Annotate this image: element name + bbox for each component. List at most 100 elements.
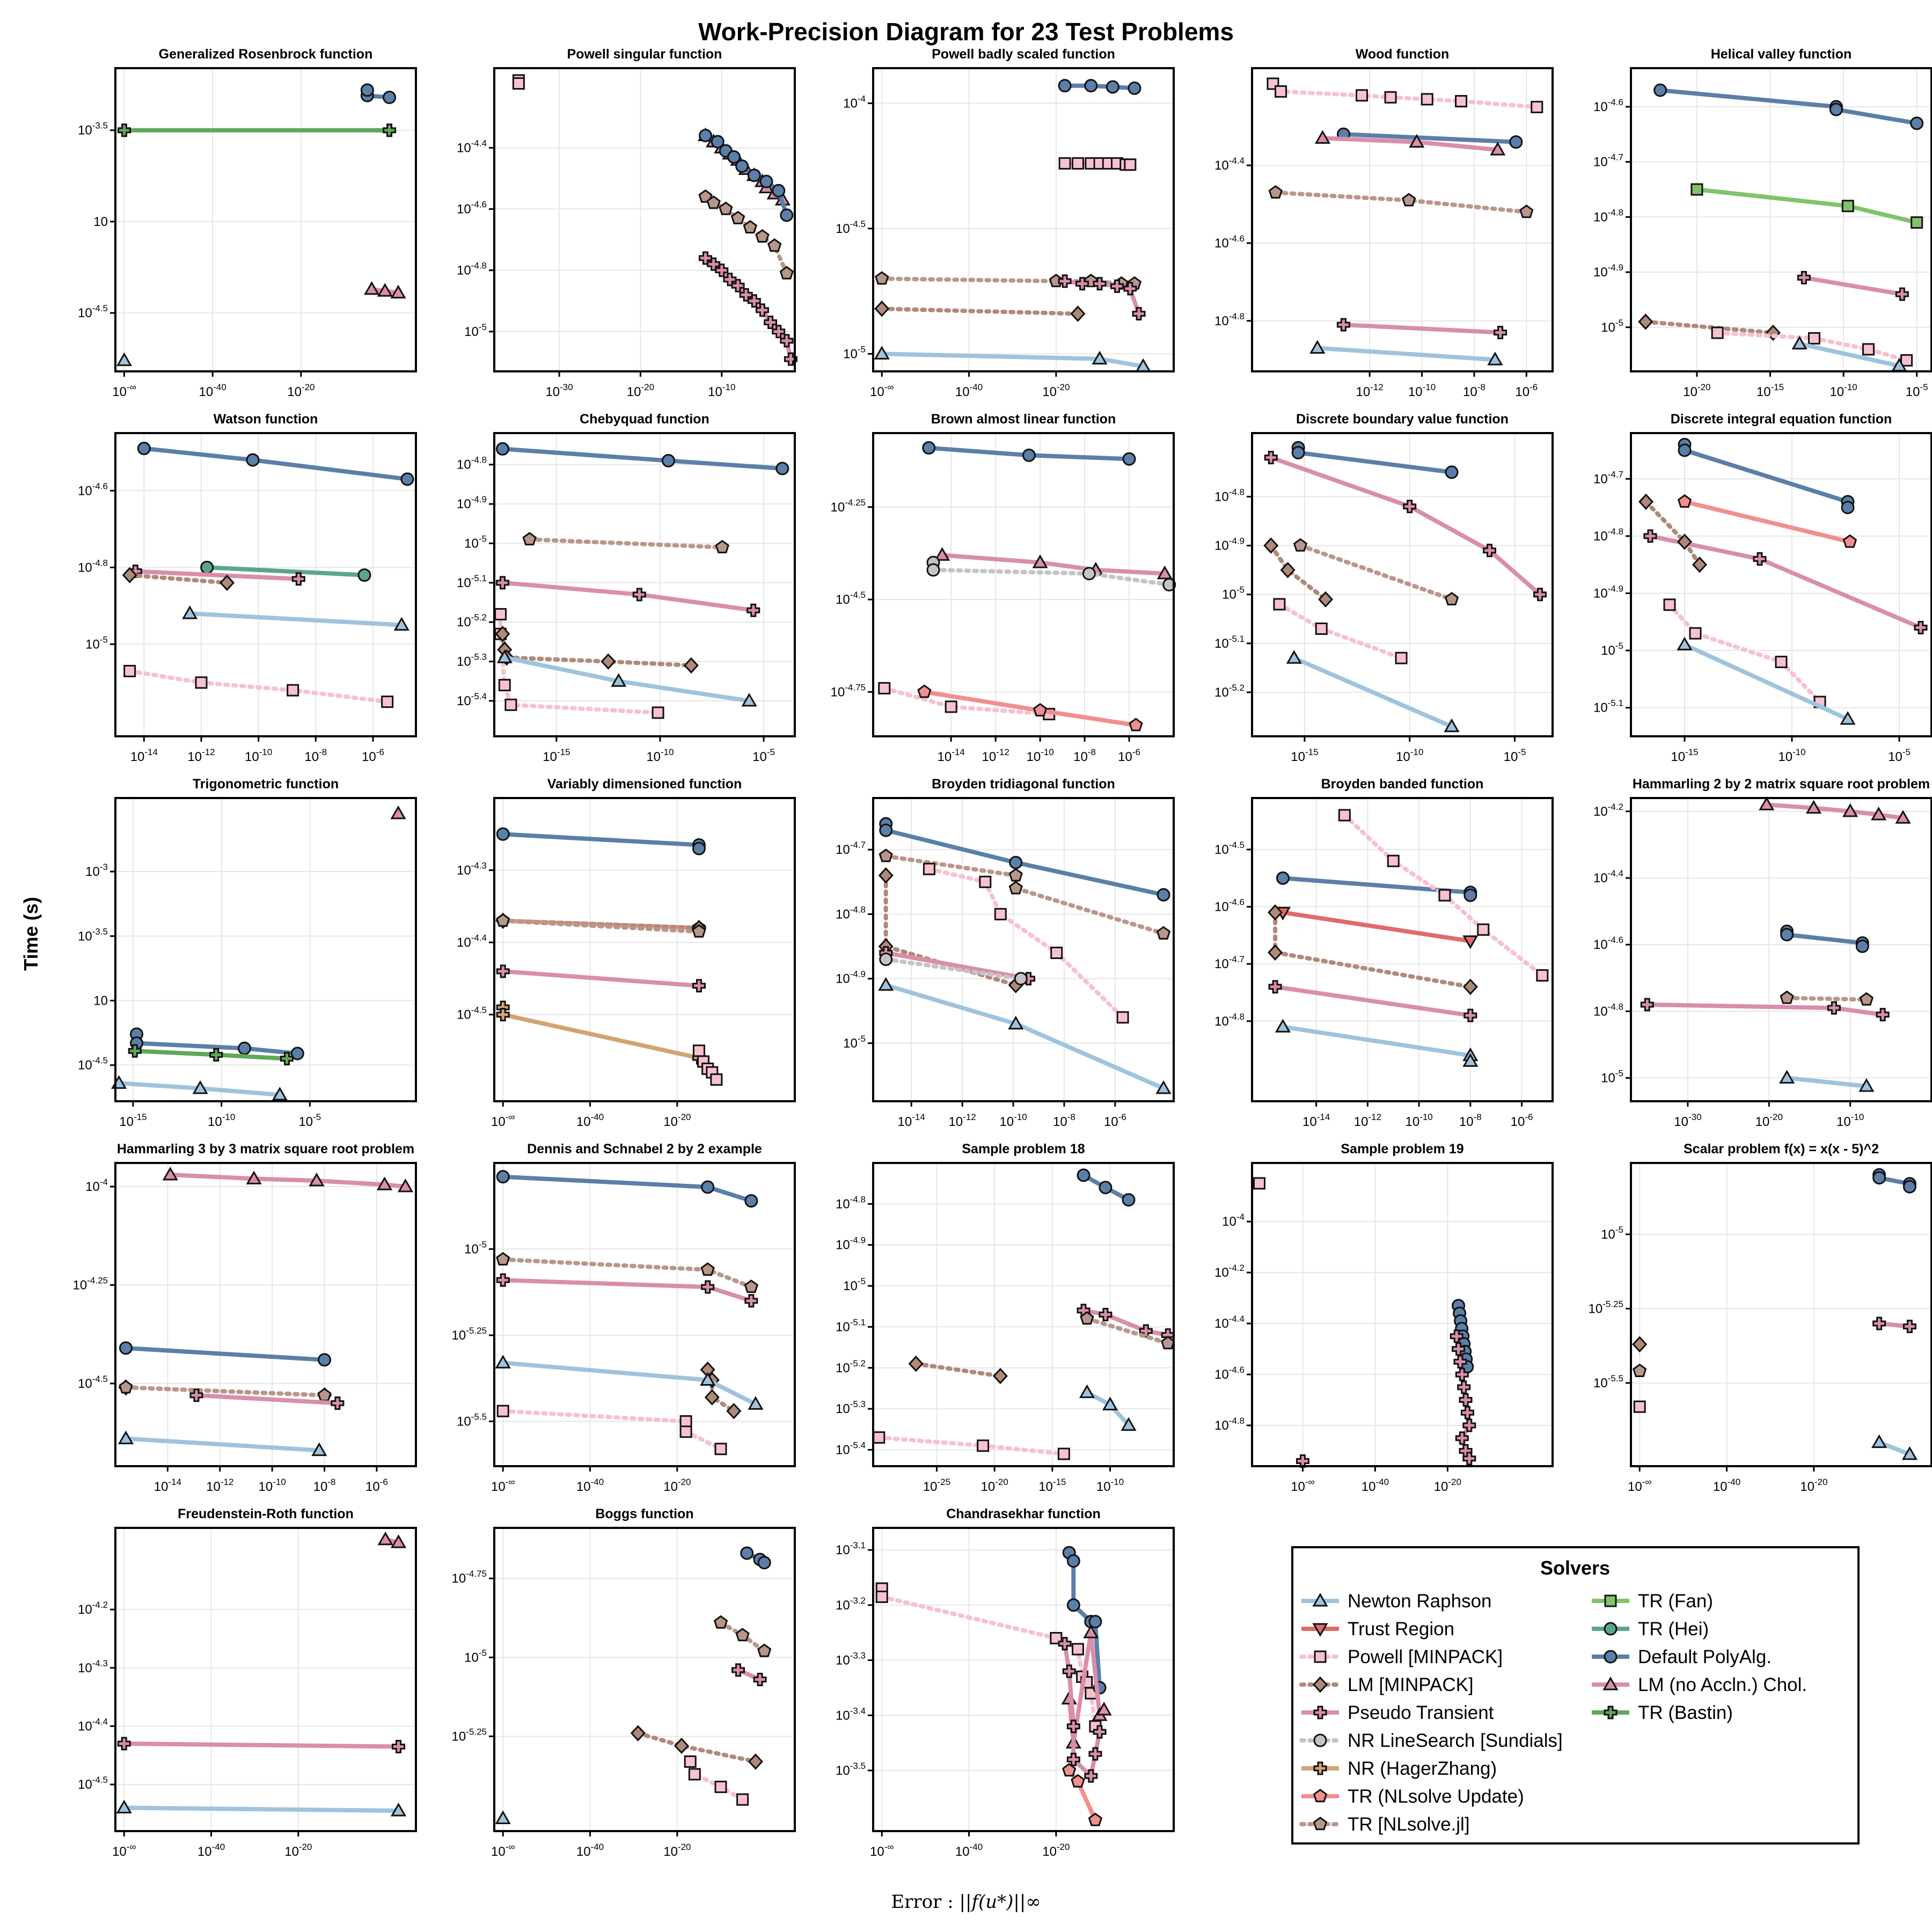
series-default-polyalg-point xyxy=(701,1180,715,1194)
series-default-polyalg-point xyxy=(360,83,374,97)
series-default-polyalg-point xyxy=(775,462,789,475)
y-tick-label: 10-5 xyxy=(1601,1225,1623,1242)
series-default-polyalg-point xyxy=(400,472,414,486)
y-tick-label: 10-4.2 xyxy=(1593,802,1623,819)
series-lm-minpack-point xyxy=(1268,904,1283,921)
series-default-polyalg-point xyxy=(1653,83,1667,97)
series-newton-raphson-point xyxy=(1275,1019,1291,1033)
x-tick-label: 10-20 xyxy=(1755,1112,1783,1129)
series-pseudo-transient-point xyxy=(1110,279,1124,293)
series-default-polyalg-point xyxy=(1910,116,1924,130)
y-tick-label: 10-4.9 xyxy=(1593,262,1623,280)
series-powell-minpack-point xyxy=(1807,332,1820,345)
series-tr-nlsolve-jl-point xyxy=(1444,591,1459,605)
legend-swatch-marker xyxy=(1314,1650,1327,1663)
series-default-polyalg-point xyxy=(1509,135,1523,149)
series-pseudo-transient-point xyxy=(1872,1316,1886,1330)
series-powell-minpack-point xyxy=(714,1443,727,1455)
series-pseudo-transient-point xyxy=(1099,1308,1113,1321)
y-tick-label: 10-3.5 xyxy=(836,1761,866,1778)
x-tick-label: 10-5 xyxy=(752,747,775,764)
legend-label: TR (Fan) xyxy=(1638,1591,1713,1612)
y-tick-label: 10-3.4 xyxy=(836,1706,866,1723)
x-tick-label: 10-20 xyxy=(1042,1842,1070,1859)
plot-frame xyxy=(872,797,1175,1102)
series-lm-no-accln-chol-point xyxy=(1032,554,1048,568)
series-pseudo-transient-point xyxy=(1460,1406,1474,1419)
series-pseudo-transient-point xyxy=(772,325,786,339)
x-tick-label: 10-∞ xyxy=(491,1112,515,1129)
y-tick-label: 10-5 xyxy=(843,1276,866,1293)
series-newton-raphson-point xyxy=(1840,711,1856,725)
series-newton-raphson-point xyxy=(700,1372,716,1386)
x-tick-label: 10-15 xyxy=(1757,382,1784,399)
series-powell-minpack-point xyxy=(1356,89,1368,102)
series-default-polyalg-point xyxy=(318,1353,332,1367)
x-tick-label: 10-40 xyxy=(576,1477,604,1494)
legend-entry-trust-region: Trust Region xyxy=(1301,1619,1454,1640)
series-pseudo-transient-line xyxy=(1343,323,1501,335)
plot-frame xyxy=(493,432,796,737)
series-pseudo-transient-point xyxy=(764,316,778,330)
series-pseudo-transient-point xyxy=(1643,529,1657,543)
y-tick-label: 10-4.7 xyxy=(1593,469,1623,486)
plot-frame xyxy=(872,1527,1175,1832)
series-pseudo-transient-point xyxy=(1132,307,1146,321)
series-powell-minpack-point xyxy=(1058,157,1071,170)
x-tick-label: 10-10 xyxy=(646,747,674,764)
series-tr-nlsolve-jl-point xyxy=(779,266,794,280)
series-tr-nlsolve-jl-point xyxy=(1008,881,1023,895)
series-powell-minpack-point xyxy=(977,1439,990,1452)
series-powell-minpack-point xyxy=(494,608,507,621)
series-default-polyalg-point xyxy=(119,1341,133,1355)
series-powell-minpack-point xyxy=(123,664,136,677)
series-default-polyalg-point xyxy=(237,1041,251,1055)
x-tick-label: 10-5 xyxy=(1888,747,1911,764)
series-lm-minpack-point xyxy=(704,1389,720,1406)
series-tr-nlsolve-update-point xyxy=(1071,1774,1085,1788)
panel-title: Hammarling 3 by 3 matrix square root pro… xyxy=(117,1141,414,1157)
series-newton-raphson-point xyxy=(874,346,890,360)
x-tick-label: 10-40 xyxy=(1713,1477,1740,1494)
panel-wood-function: Wood function 10-12 10-10 10-8 10-6 10-4.4 10-… xyxy=(1214,47,1554,399)
legend-swatch-marker xyxy=(1604,1650,1618,1664)
series-powell-minpack-point xyxy=(652,706,664,719)
legend-label: TR (NLsolve Update) xyxy=(1348,1786,1524,1807)
series-powell-minpack-line xyxy=(688,1759,745,1802)
series-newton-raphson-point xyxy=(116,1799,132,1814)
y-tick-label: 10-4.5 xyxy=(78,1056,108,1073)
y-tick-label: 10-4.7 xyxy=(1593,152,1623,170)
x-tick-label: 10-14 xyxy=(938,747,965,764)
legend-label: NR LineSearch [Sundials] xyxy=(1348,1730,1563,1751)
series-tr-nlsolve-update-point xyxy=(1129,718,1143,731)
series-lm-no-accln-chol-line xyxy=(942,553,1165,576)
panel-boggs-function: Boggs function 10-∞ 10-40 10-20 10-4.75 10-5 1… xyxy=(452,1506,796,1859)
y-tick-label: 10-5.25 xyxy=(452,1326,487,1343)
y-tick-label: 10-4.5 xyxy=(457,1005,487,1022)
series-tr-bastin-point xyxy=(128,1044,142,1058)
x-tick-label: 10-20 xyxy=(287,382,314,399)
panel-chandrasekhar-function: Chandrasekhar function 10-∞ 10-40 10-20 10-3… xyxy=(836,1506,1175,1859)
series-pseudo-transient-point xyxy=(1827,1001,1841,1015)
panel-grid: Generalized Rosenbrock function 10-∞ 10-40… xyxy=(73,47,1932,1859)
series-pseudo-transient-line xyxy=(135,569,299,581)
panel-title: Powell badly scaled function xyxy=(932,47,1115,62)
series-tr-nlsolve-jl-point xyxy=(522,532,537,546)
series-tr-nlsolve-jl-point xyxy=(757,1643,772,1657)
series-pseudo-transient-line xyxy=(502,969,699,988)
series-pseudo-transient-line xyxy=(124,1741,399,1749)
legend-label: Powell [MINPACK] xyxy=(1348,1646,1503,1667)
panel-dennis-and-schnabel-2-by-2-example: Dennis and Schnabel 2 by 2 example 10-∞ 10… xyxy=(452,1141,796,1494)
x-tick-label: 10-40 xyxy=(576,1112,604,1129)
y-tick-label: 10-3.5 xyxy=(78,926,108,943)
panel-title: Broyden banded function xyxy=(1321,777,1484,792)
series-default-polyalg-point xyxy=(727,150,741,164)
panel-powell-singular-function: Powell singular function 10-30 10-20 10-10 1… xyxy=(457,47,797,399)
plot-frame xyxy=(1630,432,1932,737)
series-tr-nlsolve-update-point xyxy=(1033,702,1048,716)
series-powell-minpack-point xyxy=(1071,1643,1084,1656)
series-lm-no-accln-chol-point xyxy=(1490,142,1506,156)
series-default-polyalg-point xyxy=(1276,871,1290,885)
panel-title: Brown almost linear function xyxy=(931,412,1116,427)
y-tick-label: 10-5 xyxy=(464,533,487,551)
